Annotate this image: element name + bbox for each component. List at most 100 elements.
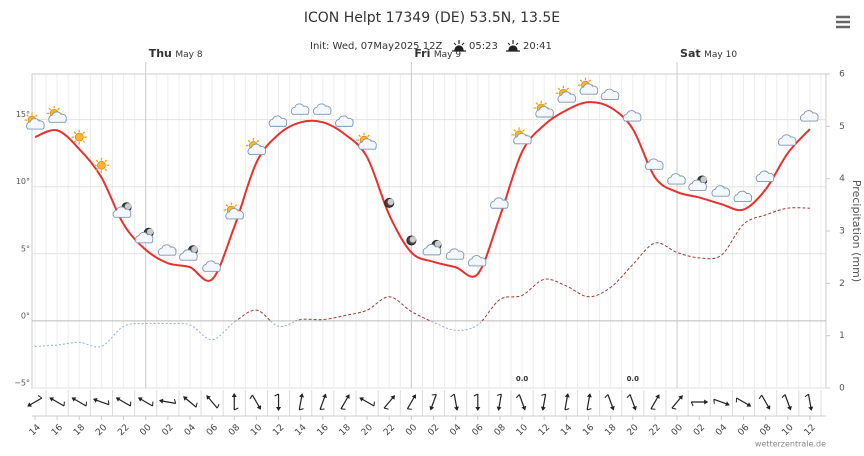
cloud — [268, 115, 288, 127]
cloud — [535, 106, 554, 118]
y2-tick-label: 0 — [839, 384, 845, 394]
x-tick-label: 14 — [28, 423, 43, 438]
weather-icon — [24, 112, 45, 130]
wind-head — [183, 396, 188, 401]
sun-ray — [358, 134, 362, 138]
x-tick-label: 18 — [603, 423, 618, 438]
cloud — [225, 208, 244, 220]
x-tick-label: 06 — [471, 423, 486, 438]
y-tick-label: 0° — [21, 311, 30, 320]
wind-arrow — [115, 397, 132, 407]
wind-arrow — [340, 394, 350, 410]
upper-air-line-negative — [34, 320, 483, 348]
wind-barb — [407, 408, 412, 410]
wind-head — [787, 405, 792, 411]
x-tick-label: 00 — [138, 423, 153, 438]
sun-ray — [82, 140, 86, 143]
wind-barb — [781, 394, 786, 399]
wind-head — [206, 395, 211, 400]
wind-barb — [586, 408, 592, 411]
weather-icon — [384, 197, 395, 208]
wind-head — [765, 405, 771, 410]
wind-barb — [804, 393, 809, 398]
weather-icon — [134, 227, 154, 244]
x-tick-label: 16 — [316, 423, 331, 438]
sun — [74, 132, 84, 142]
precip-label: 0.0 — [516, 375, 529, 383]
x-tick-label: 04 — [714, 423, 729, 438]
sun-ray — [48, 107, 52, 111]
wind-barb — [152, 401, 154, 407]
x-tick-label: 20 — [626, 423, 641, 438]
moon-lit — [434, 240, 442, 248]
sun-ray — [26, 114, 29, 117]
sun-ray — [82, 131, 86, 135]
wind-barb — [107, 400, 110, 405]
wind-barb — [758, 394, 763, 400]
wind-head — [610, 405, 615, 411]
wind-head — [540, 406, 546, 411]
weather-icon — [268, 115, 288, 127]
day-date: May 8 — [175, 50, 202, 60]
weather-icon — [202, 260, 221, 272]
wind-head — [655, 394, 660, 399]
x-tick-label: 10 — [781, 423, 796, 438]
sun-ray — [35, 114, 38, 117]
weather-icon — [667, 173, 686, 185]
x-tick-label: 10 — [515, 423, 530, 438]
x-tick-label: 08 — [758, 423, 773, 438]
sun-ray — [513, 129, 517, 132]
wind-head — [475, 407, 481, 411]
sun-ray — [73, 140, 77, 143]
wind-barb — [195, 402, 198, 408]
cloud — [134, 231, 154, 244]
wind-barb — [373, 401, 375, 407]
wind-head — [390, 395, 396, 400]
wind-arrow — [206, 395, 220, 409]
day-label: Sat May 10 — [680, 47, 737, 60]
x-tick-label: 12 — [271, 423, 286, 438]
sunset-icon — [506, 40, 520, 52]
moon-lit — [147, 228, 154, 235]
wind-barb — [37, 395, 43, 399]
y-tick-label: 10° — [16, 177, 30, 186]
wind-arrow — [298, 393, 305, 411]
wind-arrow — [383, 395, 396, 410]
cloud — [800, 110, 819, 122]
wind-arrow — [690, 399, 709, 407]
x-tick-label: 02 — [161, 423, 176, 438]
sun-ray — [588, 79, 592, 83]
wind-barb — [713, 399, 715, 404]
cloud — [755, 170, 775, 182]
wind-head — [276, 407, 282, 411]
wind-arrow — [564, 393, 570, 411]
wind-barb — [690, 401, 694, 407]
wind-barb — [515, 394, 520, 399]
day-label: Thu May 8 — [149, 47, 203, 60]
wind-arrow — [71, 397, 87, 407]
weather-icon — [223, 202, 244, 220]
wind-arrow — [671, 395, 683, 410]
wind-head — [704, 399, 709, 405]
wind-arrow — [450, 393, 459, 411]
menu-icon[interactable] — [836, 15, 850, 29]
sun-ray — [234, 204, 238, 207]
wind-barb — [383, 407, 389, 410]
weather-icon — [688, 175, 708, 191]
cloud — [490, 197, 509, 209]
x-tick-label: 22 — [116, 423, 131, 438]
weather-icon — [578, 77, 599, 95]
wind-head — [345, 394, 350, 399]
weather-icon — [312, 103, 332, 115]
weather-icon — [777, 134, 797, 146]
wind-head — [496, 406, 502, 411]
cloud — [688, 179, 707, 191]
wind-barb — [431, 393, 437, 396]
wind-arrow — [137, 397, 154, 407]
sun — [97, 160, 106, 170]
wind-head — [521, 405, 527, 411]
sunrise-icon — [452, 40, 466, 52]
weather-icon — [555, 85, 576, 103]
wind-barb — [626, 394, 631, 399]
